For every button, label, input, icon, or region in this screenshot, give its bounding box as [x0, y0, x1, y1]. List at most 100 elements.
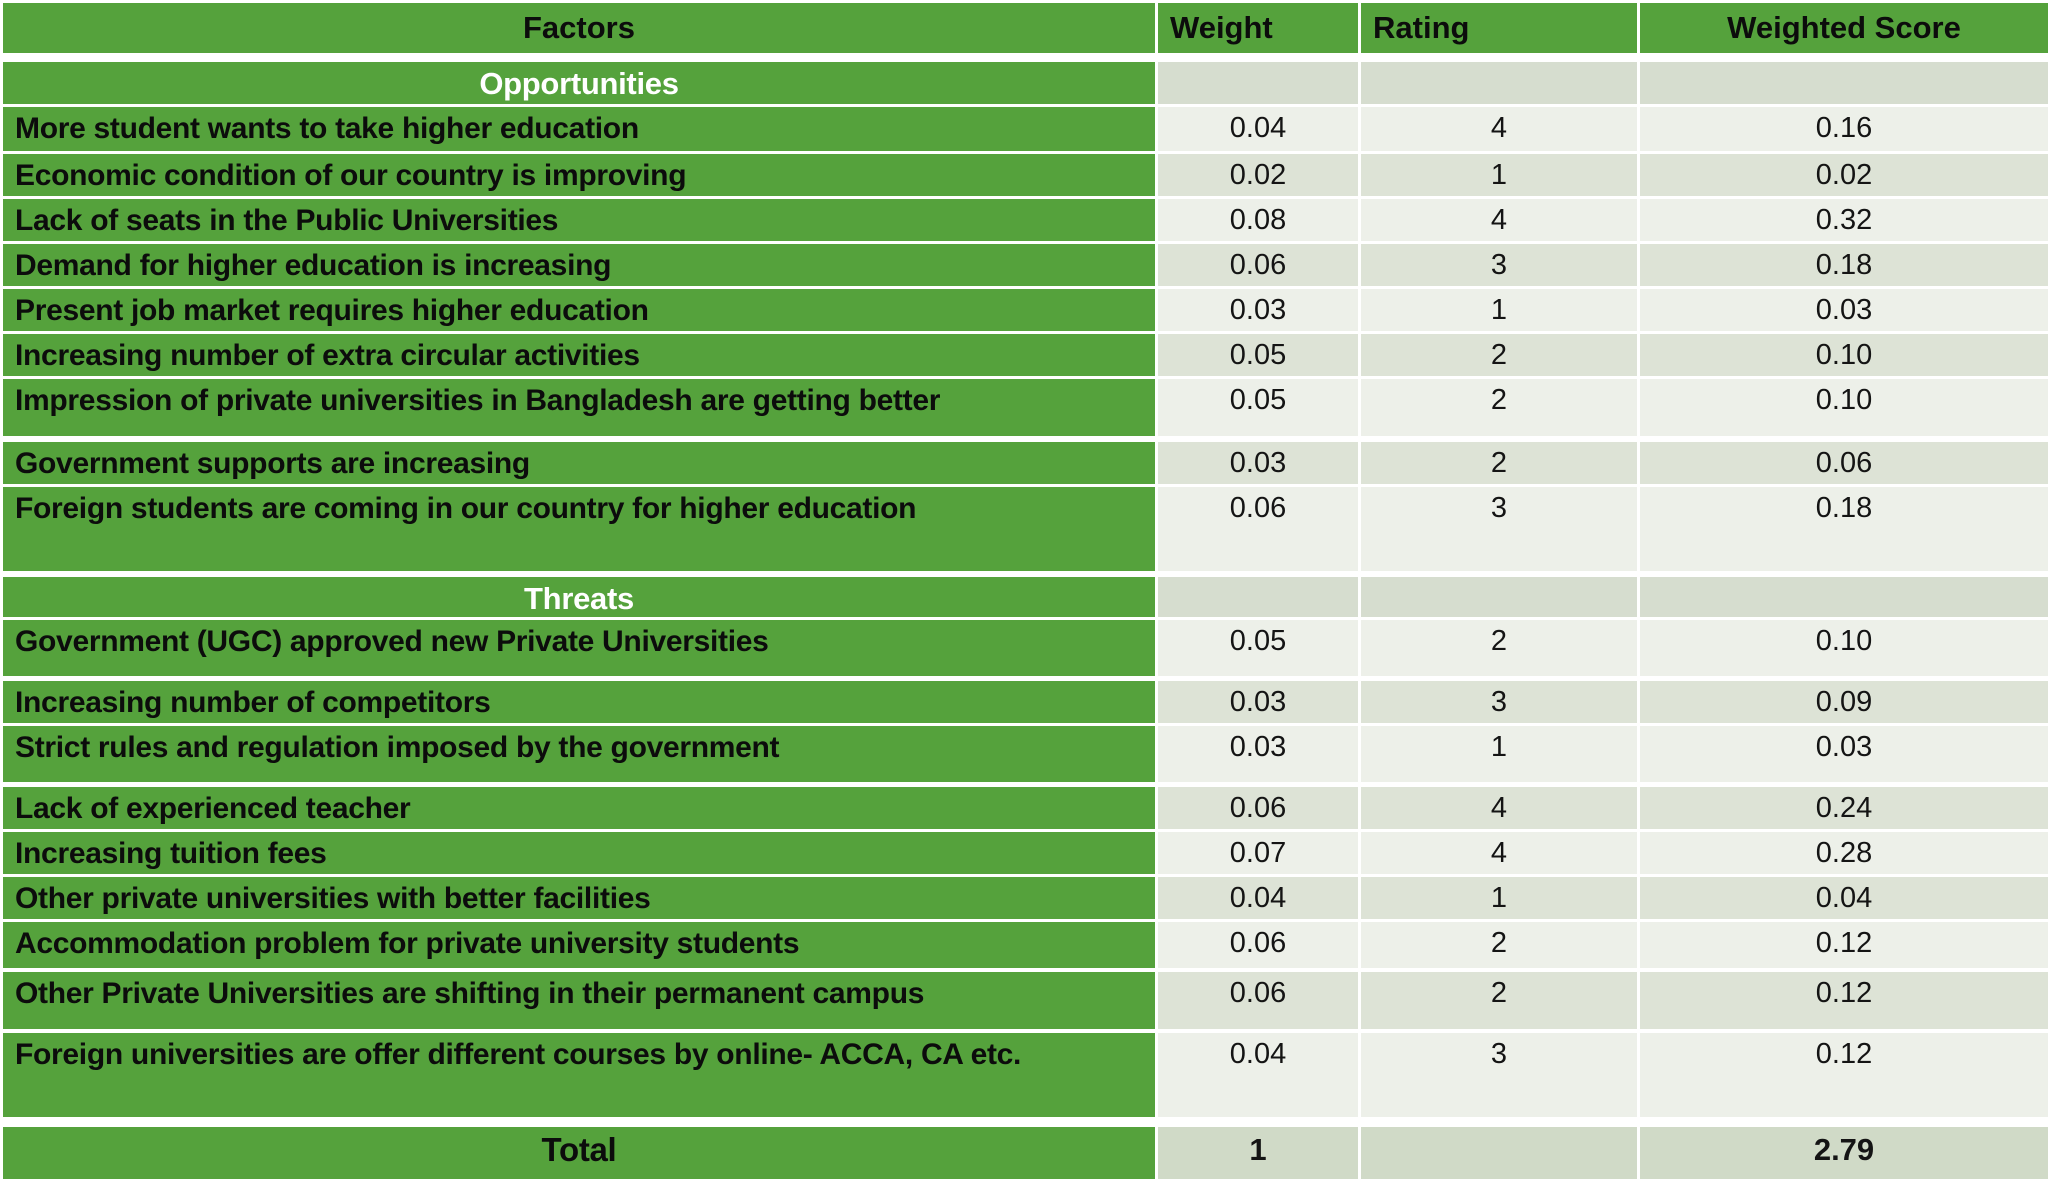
section-header-cell: Threats — [3, 577, 1155, 617]
rating-cell: 4 — [1361, 199, 1637, 241]
weighted-score-cell: 0.18 — [1640, 487, 2048, 571]
empty-cell — [1640, 62, 2048, 104]
weighted-score-cell: 0.06 — [1640, 442, 2048, 484]
table-row: Government supports are increasing 0.03 … — [3, 442, 2048, 484]
factor-cell: Other Private Universities are shifting … — [3, 972, 1155, 1029]
table-row: Impression of private universities in Ba… — [3, 379, 2048, 436]
efe-matrix-table: Factors Weight Rating Weighted Score Opp… — [3, 3, 2048, 1179]
total-rating-cell — [1361, 1127, 1637, 1179]
weighted-score-cell: 0.12 — [1640, 922, 2048, 968]
rating-cell: 4 — [1361, 832, 1637, 874]
table-row: Foreign students are coming in our count… — [3, 487, 2048, 571]
rating-cell: 2 — [1361, 442, 1637, 484]
weighted-score-cell: 0.28 — [1640, 832, 2048, 874]
weight-cell: 0.06 — [1158, 244, 1358, 286]
table-row: Total 1 2.79 — [3, 1127, 2048, 1179]
empty-cell — [1361, 62, 1637, 104]
weight-cell: 0.04 — [1158, 1033, 1358, 1117]
rating-cell: 4 — [1361, 787, 1637, 829]
table-row: Strict rules and regulation imposed by t… — [3, 726, 2048, 782]
rating-cell: 3 — [1361, 1033, 1637, 1117]
table-row: Foreign universities are offer different… — [3, 1033, 2048, 1117]
weight-cell: 0.03 — [1158, 681, 1358, 723]
table-row: Present job market requires higher educa… — [3, 289, 2048, 331]
table-row: Economic condition of our country is imp… — [3, 154, 2048, 196]
empty-cell — [1361, 577, 1637, 617]
weighted-score-cell: 0.03 — [1640, 289, 2048, 331]
factor-cell: Other private universities with better f… — [3, 877, 1155, 919]
factor-cell: Lack of experienced teacher — [3, 787, 1155, 829]
table-row: Lack of experienced teacher 0.06 4 0.24 — [3, 787, 2048, 829]
table-row: Demand for higher education is increasin… — [3, 244, 2048, 286]
weight-cell: 0.06 — [1158, 922, 1358, 968]
factor-cell: Foreign universities are offer different… — [3, 1033, 1155, 1117]
total-weighted-score-cell: 2.79 — [1640, 1127, 2048, 1179]
weight-cell: 0.03 — [1158, 726, 1358, 782]
rating-cell: 2 — [1361, 922, 1637, 968]
factor-cell: Increasing number of competitors — [3, 681, 1155, 723]
rating-cell: 2 — [1361, 334, 1637, 376]
weighted-score-cell: 0.10 — [1640, 620, 2048, 676]
factor-cell: Economic condition of our country is imp… — [3, 154, 1155, 196]
rating-cell: 1 — [1361, 289, 1637, 331]
table-row: More student wants to take higher educat… — [3, 107, 2048, 151]
weight-cell: 0.04 — [1158, 107, 1358, 151]
factor-cell: Strict rules and regulation imposed by t… — [3, 726, 1155, 782]
rating-cell: 1 — [1361, 726, 1637, 782]
weight-cell: 0.08 — [1158, 199, 1358, 241]
table-row: Other Private Universities are shifting … — [3, 972, 2048, 1029]
empty-cell — [1158, 577, 1358, 617]
table-body: Opportunities More student wants to take… — [3, 62, 2048, 1179]
weight-cell: 0.03 — [1158, 442, 1358, 484]
weight-cell: 0.06 — [1158, 787, 1358, 829]
weighted-score-cell: 0.04 — [1640, 877, 2048, 919]
table-row: Other private universities with better f… — [3, 877, 2048, 919]
table-row: Government (UGC) approved new Private Un… — [3, 620, 2048, 676]
total-label-cell: Total — [3, 1127, 1155, 1179]
weighted-score-cell: 0.18 — [1640, 244, 2048, 286]
column-header-factors: Factors — [3, 3, 1155, 53]
table-row: Increasing number of competitors 0.03 3 … — [3, 681, 2048, 723]
total-weight-cell: 1 — [1158, 1127, 1358, 1179]
weighted-score-cell: 0.09 — [1640, 681, 2048, 723]
factor-cell: Government supports are increasing — [3, 442, 1155, 484]
factor-cell: Increasing number of extra circular acti… — [3, 334, 1155, 376]
empty-cell — [1158, 62, 1358, 104]
table-header-row: Factors Weight Rating Weighted Score — [3, 3, 2048, 53]
rating-cell: 2 — [1361, 972, 1637, 1029]
table-row: Lack of seats in the Public Universities… — [3, 199, 2048, 241]
weighted-score-cell: 0.10 — [1640, 379, 2048, 436]
column-header-weight: Weight — [1158, 3, 1358, 53]
table-row: Threats — [3, 577, 2048, 617]
table-row: Increasing number of extra circular acti… — [3, 334, 2048, 376]
weighted-score-cell: 0.10 — [1640, 334, 2048, 376]
weight-cell: 0.03 — [1158, 289, 1358, 331]
weighted-score-cell: 0.16 — [1640, 107, 2048, 151]
weighted-score-cell: 0.24 — [1640, 787, 2048, 829]
empty-cell — [1640, 577, 2048, 617]
weight-cell: 0.02 — [1158, 154, 1358, 196]
rating-cell: 3 — [1361, 487, 1637, 571]
weight-cell: 0.05 — [1158, 379, 1358, 436]
factor-cell: Foreign students are coming in our count… — [3, 487, 1155, 571]
table-row: Increasing tuition fees 0.07 4 0.28 — [3, 832, 2048, 874]
weighted-score-cell: 0.02 — [1640, 154, 2048, 196]
rating-cell: 1 — [1361, 154, 1637, 196]
column-header-rating: Rating — [1361, 3, 1637, 53]
factor-cell: More student wants to take higher educat… — [3, 107, 1155, 151]
factor-cell: Impression of private universities in Ba… — [3, 379, 1155, 436]
factor-cell: Present job market requires higher educa… — [3, 289, 1155, 331]
weighted-score-cell: 0.32 — [1640, 199, 2048, 241]
factor-cell: Government (UGC) approved new Private Un… — [3, 620, 1155, 676]
table-row: Accommodation problem for private univer… — [3, 922, 2048, 968]
weight-cell: 0.04 — [1158, 877, 1358, 919]
rating-cell: 2 — [1361, 620, 1637, 676]
factor-cell: Lack of seats in the Public Universities — [3, 199, 1155, 241]
weight-cell: 0.06 — [1158, 972, 1358, 1029]
weight-cell: 0.06 — [1158, 487, 1358, 571]
factor-cell: Demand for higher education is increasin… — [3, 244, 1155, 286]
column-header-weighted-score: Weighted Score — [1640, 3, 2048, 53]
rating-cell: 3 — [1361, 244, 1637, 286]
weighted-score-cell: 0.12 — [1640, 1033, 2048, 1117]
factor-cell: Increasing tuition fees — [3, 832, 1155, 874]
